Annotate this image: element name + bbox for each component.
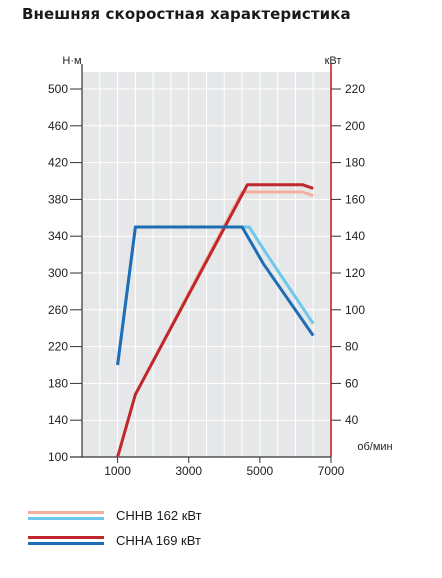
chart-title: Внешняя скоростная характеристика (22, 5, 351, 23)
right-tick-label: 80 (345, 340, 359, 354)
right-tick-label: 200 (345, 119, 365, 133)
series-line-torque (116, 225, 315, 366)
left-tick-label: 460 (48, 119, 68, 133)
left-tick-label: 100 (48, 450, 68, 464)
left-tick-label: 260 (48, 303, 68, 317)
left-tick-label: 300 (48, 266, 68, 280)
x-tick-label: 5000 (247, 464, 274, 478)
left-axis-unit: Н·м (62, 55, 81, 67)
x-axis-unit: об/мин (357, 441, 392, 453)
legend-item-chha: CHHA 169 кВт (28, 530, 201, 550)
x-tick-label: 1000 (104, 464, 131, 478)
chart: 100 140 180 220 260 300 340 380 420 460 500 Н·м 40 60… (48, 55, 393, 478)
left-tick-label: 420 (48, 156, 68, 170)
legend-line-power (28, 510, 104, 514)
left-tick-label: 140 (48, 413, 68, 427)
legend-line-torque (28, 541, 104, 545)
x-tick-label: 3000 (175, 464, 202, 478)
left-tick-label: 500 (48, 82, 68, 96)
legend-label: CHHA 169 кВт (116, 532, 201, 548)
legend-swatch-chha (28, 535, 104, 545)
x-tick-label: 7000 (318, 464, 345, 478)
right-tick-label: 60 (345, 376, 359, 390)
legend-line-torque (28, 516, 104, 520)
series-line-power (116, 183, 314, 458)
right-tick-label: 180 (345, 156, 365, 170)
right-tick-label: 40 (345, 413, 359, 427)
legend-swatch-chhb (28, 510, 104, 520)
left-tick-label: 220 (48, 340, 68, 354)
left-tick-label: 180 (48, 376, 68, 390)
legend-item-chhb: CHHB 162 кВт (28, 505, 202, 525)
right-tick-label: 160 (345, 192, 365, 206)
right-tick-label: 220 (345, 82, 365, 96)
right-tick-label: 100 (345, 303, 365, 317)
right-axis-unit: кВт (325, 55, 342, 67)
left-tick-label: 380 (48, 192, 68, 206)
right-tick-label: 140 (345, 229, 365, 243)
legend-label: CHHB 162 кВт (116, 507, 202, 523)
legend-line-power (28, 535, 104, 539)
right-tick-label: 120 (345, 266, 365, 280)
left-tick-label: 340 (48, 229, 68, 243)
